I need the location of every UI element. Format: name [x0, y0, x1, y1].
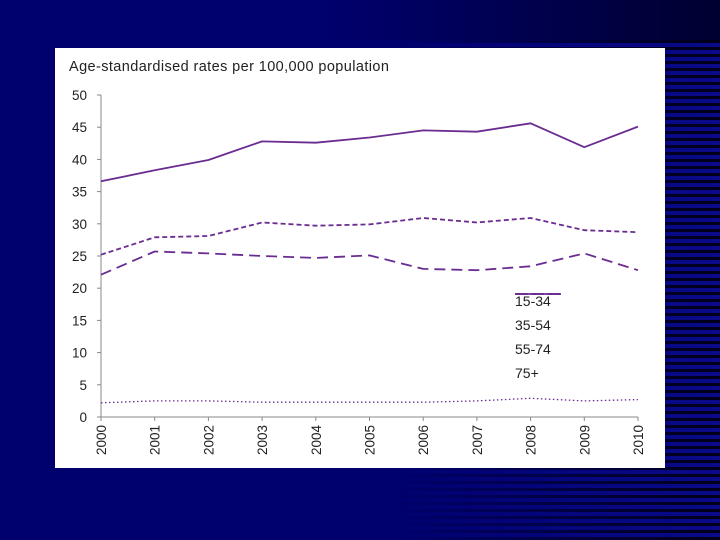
legend: 15-34 35-54 55-74 75+: [515, 289, 655, 385]
y-tick-label: 45: [72, 120, 87, 135]
y-tick-label: 30: [72, 217, 87, 232]
legend-label: 35-54: [515, 317, 551, 333]
x-tick-label: 2007: [470, 425, 485, 455]
legend-item: 75+: [515, 293, 655, 385]
legend-item: 55-74: [515, 293, 655, 361]
chart-title: Age-standardised rates per 100,000 popul…: [69, 59, 390, 75]
y-tick-label: 35: [72, 185, 87, 200]
x-tick-label: 2009: [577, 425, 592, 455]
line-chart: 0 5 10 15 20 25 30 35 40 45 50 2000 2001 2002 2003 2004…: [72, 88, 646, 456]
legend-swatch: [515, 293, 561, 295]
x-tick-label: 2002: [201, 425, 216, 455]
x-tick-label: 2008: [524, 425, 539, 455]
y-tick-label: 20: [72, 281, 87, 296]
chart-panel: Age-standardised rates per 100,000 popul…: [55, 48, 665, 468]
series-line-75+: [100, 250, 639, 276]
y-tick-label: 15: [72, 313, 87, 328]
legend-item: 15-34: [515, 289, 655, 313]
legend-label: 15-34: [515, 293, 551, 309]
y-tick-label: 40: [72, 152, 87, 167]
legend-label: 75+: [515, 365, 539, 381]
x-tick-label: 2001: [148, 425, 163, 455]
x-tick-label: 2005: [363, 425, 378, 455]
legend-label: 55-74: [515, 341, 551, 357]
series-line-15-34: [100, 397, 639, 404]
series-line-35-54: [100, 217, 639, 256]
series-line-55-74: [100, 122, 639, 183]
y-tick-label: 50: [72, 88, 87, 103]
x-tick-label: 2004: [309, 425, 324, 456]
x-tick-label: 2006: [416, 425, 431, 455]
slide-top-band: [0, 0, 720, 40]
x-tick-label: 2000: [94, 425, 109, 455]
y-tick-label: 10: [72, 346, 87, 361]
y-tick-label: 0: [79, 410, 87, 425]
x-tick-label: 2010: [631, 425, 646, 455]
y-tick-label: 25: [72, 249, 87, 264]
x-tick-label: 2003: [255, 425, 270, 455]
y-tick-label: 5: [79, 378, 87, 393]
legend-item: 35-54: [515, 293, 655, 337]
